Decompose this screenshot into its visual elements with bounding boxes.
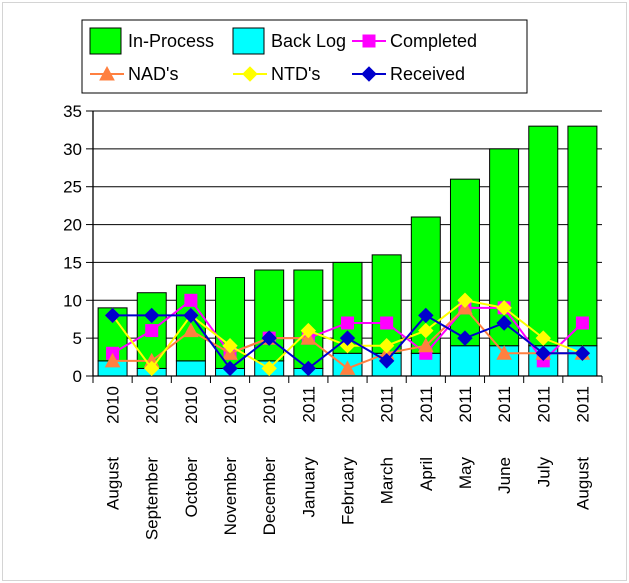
- point-received: [378, 353, 395, 369]
- y-tick-label: 30: [63, 140, 82, 159]
- x-tick-label-month: October: [182, 457, 201, 518]
- point-received: [144, 307, 160, 324]
- x-tick-label-month: May: [456, 457, 475, 490]
- point-ntd-s: [378, 338, 395, 354]
- point-nad-s: [339, 360, 356, 375]
- y-tick-label: 25: [63, 178, 82, 197]
- point-nad-s: [183, 322, 199, 338]
- point-received: [496, 315, 512, 331]
- point-completed: [184, 293, 198, 307]
- y-tick-label: 5: [73, 329, 82, 348]
- legend-label-completed: Completed: [390, 31, 477, 51]
- point-ntd-s: [144, 360, 160, 377]
- bar-in-process: [489, 148, 520, 347]
- bar-back-log: [449, 345, 480, 377]
- x-tick-label-year: 2011: [378, 386, 397, 423]
- legend-marker-ntd-s: [242, 66, 258, 82]
- point-completed: [380, 316, 394, 330]
- bar-in-process: [528, 125, 559, 347]
- point-received: [104, 307, 121, 324]
- x-tick-label-month: April: [417, 457, 436, 491]
- point-ntd-s: [300, 322, 317, 339]
- point-ntd-s: [457, 292, 473, 308]
- x-tick-label-month: November: [221, 457, 240, 536]
- y-tick-label: 35: [63, 102, 82, 121]
- x-tick-label-year: 2011: [573, 386, 592, 423]
- point-received: [457, 330, 473, 346]
- y-tick-label: 0: [73, 367, 82, 386]
- x-tick-label-year: 2011: [299, 386, 318, 423]
- x-tick-label-year: 2011: [339, 386, 358, 423]
- x-tick-label-year: 2010: [221, 386, 240, 424]
- legend-marker-completed: [362, 34, 376, 48]
- point-completed: [575, 316, 589, 330]
- point-received: [574, 345, 591, 361]
- x-tick-label-month: March: [378, 457, 397, 504]
- point-received: [300, 360, 317, 377]
- point-received: [339, 330, 356, 346]
- bar-in-process: [293, 269, 324, 369]
- legend-label-back-log: Back Log: [271, 31, 346, 51]
- x-tick-label-month: February: [339, 457, 358, 526]
- legend-label-nad-s: NAD's: [128, 64, 178, 84]
- x-tick-label-year: 2010: [104, 386, 123, 424]
- x-tick-label-year: 2010: [260, 386, 279, 424]
- x-tick-label-month: September: [143, 457, 162, 540]
- x-tick-label-year: 2010: [143, 386, 162, 424]
- legend-swatch-in-process: [89, 27, 122, 55]
- point-nad-s: [104, 352, 121, 368]
- legend: [81, 19, 528, 94]
- point-received: [261, 330, 277, 346]
- bar-in-process: [371, 254, 402, 354]
- point-received: [418, 307, 434, 324]
- point-ntd-s: [535, 330, 551, 346]
- point-ntd-s: [418, 322, 434, 339]
- x-tick-label-month: June: [495, 457, 514, 494]
- y-tick-label: 15: [63, 253, 82, 272]
- legend-swatch-back-log: [232, 27, 265, 55]
- x-tick-label-year: 2011: [534, 386, 553, 423]
- legend-marker-received: [361, 66, 377, 82]
- y-tick-label: 10: [63, 291, 82, 310]
- legend-label-in-process: In-Process: [128, 31, 214, 51]
- x-tick-label-year: 2010: [182, 386, 201, 424]
- legend-label-ntd-s: NTD's: [271, 64, 320, 84]
- point-nad-s: [417, 337, 434, 353]
- y-tick-label: 20: [63, 216, 82, 235]
- x-tick-label-month: July: [534, 457, 553, 488]
- x-tick-label-month: August: [573, 457, 592, 510]
- x-tick-label-month: December: [260, 457, 279, 536]
- point-completed: [145, 324, 159, 338]
- x-tick-label-month: January: [299, 457, 318, 518]
- legend-marker-nad-s: [99, 65, 115, 81]
- bar-in-process: [567, 125, 598, 347]
- legend-label-received: Received: [390, 64, 465, 84]
- x-tick-label-year: 2011: [456, 386, 475, 423]
- x-tick-label-month: August: [104, 457, 123, 510]
- point-ntd-s: [496, 300, 512, 316]
- point-ntd-s: [261, 360, 277, 377]
- point-received: [535, 345, 551, 361]
- x-tick-label-year: 2011: [417, 386, 436, 423]
- bar-back-log: [175, 360, 206, 377]
- point-completed: [341, 316, 354, 330]
- point-nad-s: [496, 345, 512, 360]
- point-ntd-s: [222, 338, 238, 354]
- point-received: [183, 307, 199, 324]
- x-tick-label-year: 2011: [495, 386, 514, 423]
- point-received: [222, 360, 238, 377]
